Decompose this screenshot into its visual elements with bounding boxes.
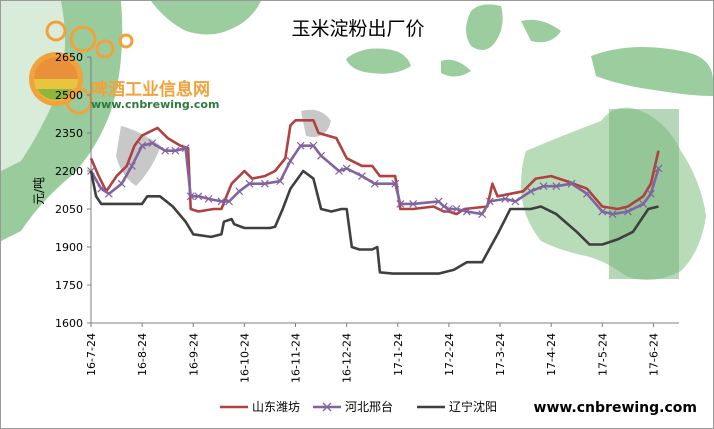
- series-marker-1: [444, 205, 453, 213]
- series-marker-1: [276, 177, 285, 186]
- series-marker-1: [260, 179, 269, 188]
- x-tick-label: 16-7-24: [85, 333, 98, 376]
- series-marker-1: [462, 207, 471, 216]
- watermark-logo: 啤酒工业信息网 www.cnbrewing.com: [29, 20, 219, 115]
- series-marker-1: [286, 156, 295, 165]
- series-marker-1: [396, 200, 405, 208]
- legend-label-shandong: 山东潍坊: [252, 399, 300, 414]
- x-tick-label: 17-4-24: [545, 333, 558, 376]
- series-marker-1: [138, 141, 147, 150]
- map-land-right-top: [591, 47, 713, 96]
- series-marker-1: [623, 207, 632, 216]
- series-marker-1: [235, 187, 244, 196]
- series-marker-1: [391, 179, 400, 188]
- series-marker-1: [217, 197, 226, 206]
- series-marker-1: [245, 179, 254, 188]
- legend-marker-x: [322, 402, 332, 412]
- series-marker-1: [646, 189, 655, 198]
- map-islands-top: [441, 4, 561, 77]
- series-marker-1: [161, 146, 170, 155]
- x-tick-label: 17-1-24: [392, 333, 405, 376]
- legend: 山东潍坊 河北邢台 辽宁沈阳: [220, 399, 497, 414]
- watermark-url: www.cnbrewing.com: [91, 98, 219, 111]
- series-marker-1: [485, 197, 494, 206]
- series-marker-1: [127, 162, 136, 170]
- y-tick-label: 1900: [55, 241, 83, 254]
- series-marker-1: [358, 172, 366, 180]
- series-marker-1: [511, 197, 520, 206]
- series-marker-1: [317, 151, 326, 160]
- y-tick-label: 2350: [55, 127, 83, 140]
- series-marker-1: [335, 167, 343, 175]
- series-marker-1: [598, 207, 607, 216]
- series-marker-1: [409, 200, 418, 208]
- footer-url: www.cnbrewing.com: [534, 400, 697, 416]
- series-marker-1: [567, 179, 576, 188]
- legend-item-liaoning: 辽宁沈阳: [417, 399, 497, 414]
- series-marker-1: [204, 194, 213, 203]
- series-marker-1: [478, 210, 487, 218]
- y-axis-label: 元/吨: [32, 177, 46, 205]
- series-marker-1: [342, 164, 351, 173]
- series-marker-1: [526, 187, 535, 196]
- series-marker-1: [539, 182, 548, 191]
- x-tick-label: 17-3-24: [494, 333, 507, 376]
- y-tick-label: 2050: [55, 203, 83, 216]
- series-marker-1: [148, 139, 157, 148]
- legend-label-liaoning: 辽宁沈阳: [449, 399, 497, 414]
- series-marker-1: [608, 210, 617, 218]
- background-map: [1, 1, 713, 281]
- x-tick-label: 16-11-24: [290, 333, 303, 383]
- legend-item-shandong: 山东潍坊: [220, 399, 300, 414]
- series-marker-1: [452, 205, 461, 213]
- series-marker-1: [186, 192, 195, 201]
- series-marker-1: [104, 189, 113, 198]
- series-group: [87, 119, 663, 275]
- series-marker-1: [296, 141, 305, 150]
- y-tick-label: 1600: [55, 317, 83, 330]
- series-marker-1: [552, 182, 561, 191]
- series-marker-1: [583, 189, 591, 198]
- series-marker-1: [97, 184, 106, 193]
- x-tick-label: 16-10-24: [238, 333, 251, 383]
- y-tick-group: 1600 1750 1900 2050 2200 2350 2500 2650: [55, 51, 91, 330]
- series-marker-1: [309, 141, 318, 150]
- x-tick-label: 17-5-24: [596, 333, 609, 376]
- legend-label-hebei: 河北邢台: [345, 399, 393, 414]
- series-marker-1: [181, 144, 190, 153]
- x-tick-group: 16-7-24 16-8-24 16-9-24 16-10-24 16-11-24 16-…: [85, 323, 660, 383]
- series-line-2: [89, 169, 659, 275]
- y-tick-label: 2500: [55, 89, 83, 102]
- series-marker-1: [501, 194, 510, 203]
- series-marker-1: [194, 192, 203, 201]
- series-line-1: [89, 141, 660, 216]
- map-island-mid: [346, 48, 411, 74]
- series-marker-1: [117, 179, 126, 188]
- series-line-0: [89, 119, 660, 216]
- series-marker-1: [654, 164, 663, 173]
- series-marker-1: [639, 200, 648, 208]
- y-tick-label: 2200: [55, 165, 83, 178]
- x-tick-label: 17-6-24: [647, 333, 660, 376]
- series-marker-1: [225, 197, 233, 206]
- watermark-name: 啤酒工业信息网: [91, 79, 210, 100]
- series-marker-1: [171, 146, 180, 155]
- series-marker-1: [370, 179, 379, 188]
- x-tick-label: 17-2-24: [443, 333, 456, 376]
- chart-title: 玉米淀粉出厂价: [291, 18, 424, 40]
- x-tick-label: 16-12-24: [341, 333, 354, 383]
- legend-item-hebei: 河北邢台: [313, 399, 393, 414]
- x-tick-label: 16-8-24: [136, 333, 149, 376]
- y-tick-label: 1750: [55, 279, 83, 292]
- y-tick-label: 2650: [55, 51, 83, 64]
- series-marker-1: [439, 202, 448, 211]
- map-land-top: [151, 1, 261, 35]
- x-tick-label: 16-9-24: [187, 333, 200, 376]
